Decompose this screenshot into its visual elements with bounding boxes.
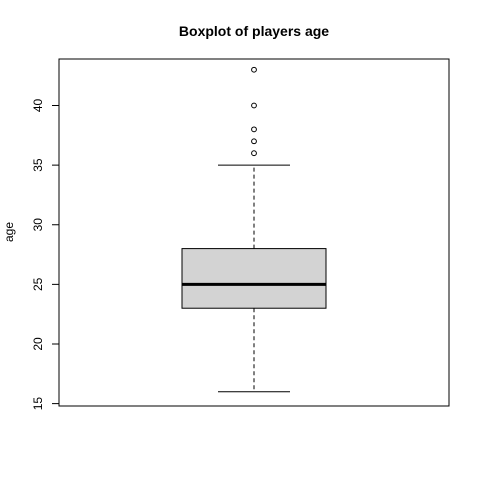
outlier-point [251,66,257,73]
interquartile-box [181,248,327,309]
outlier-point [251,102,257,109]
y-tick-label: 40 [31,99,45,113]
y-tick-label: 35 [31,158,45,172]
chart-title: Boxplot of players age [179,23,329,39]
outlier-points [251,66,257,157]
y-tick-label: 25 [31,277,45,291]
y-tick-label: 15 [31,397,45,411]
y-tick-label: 30 [31,218,45,232]
outlier-point [251,126,257,133]
y-tick-label: 20 [31,337,45,351]
y-axis-ticks: 15 20 25 30 35 40 [31,99,59,411]
box-group [181,66,327,393]
outlier-point [251,138,257,145]
y-axis-label: age [2,222,16,242]
outlier-point [251,150,257,157]
